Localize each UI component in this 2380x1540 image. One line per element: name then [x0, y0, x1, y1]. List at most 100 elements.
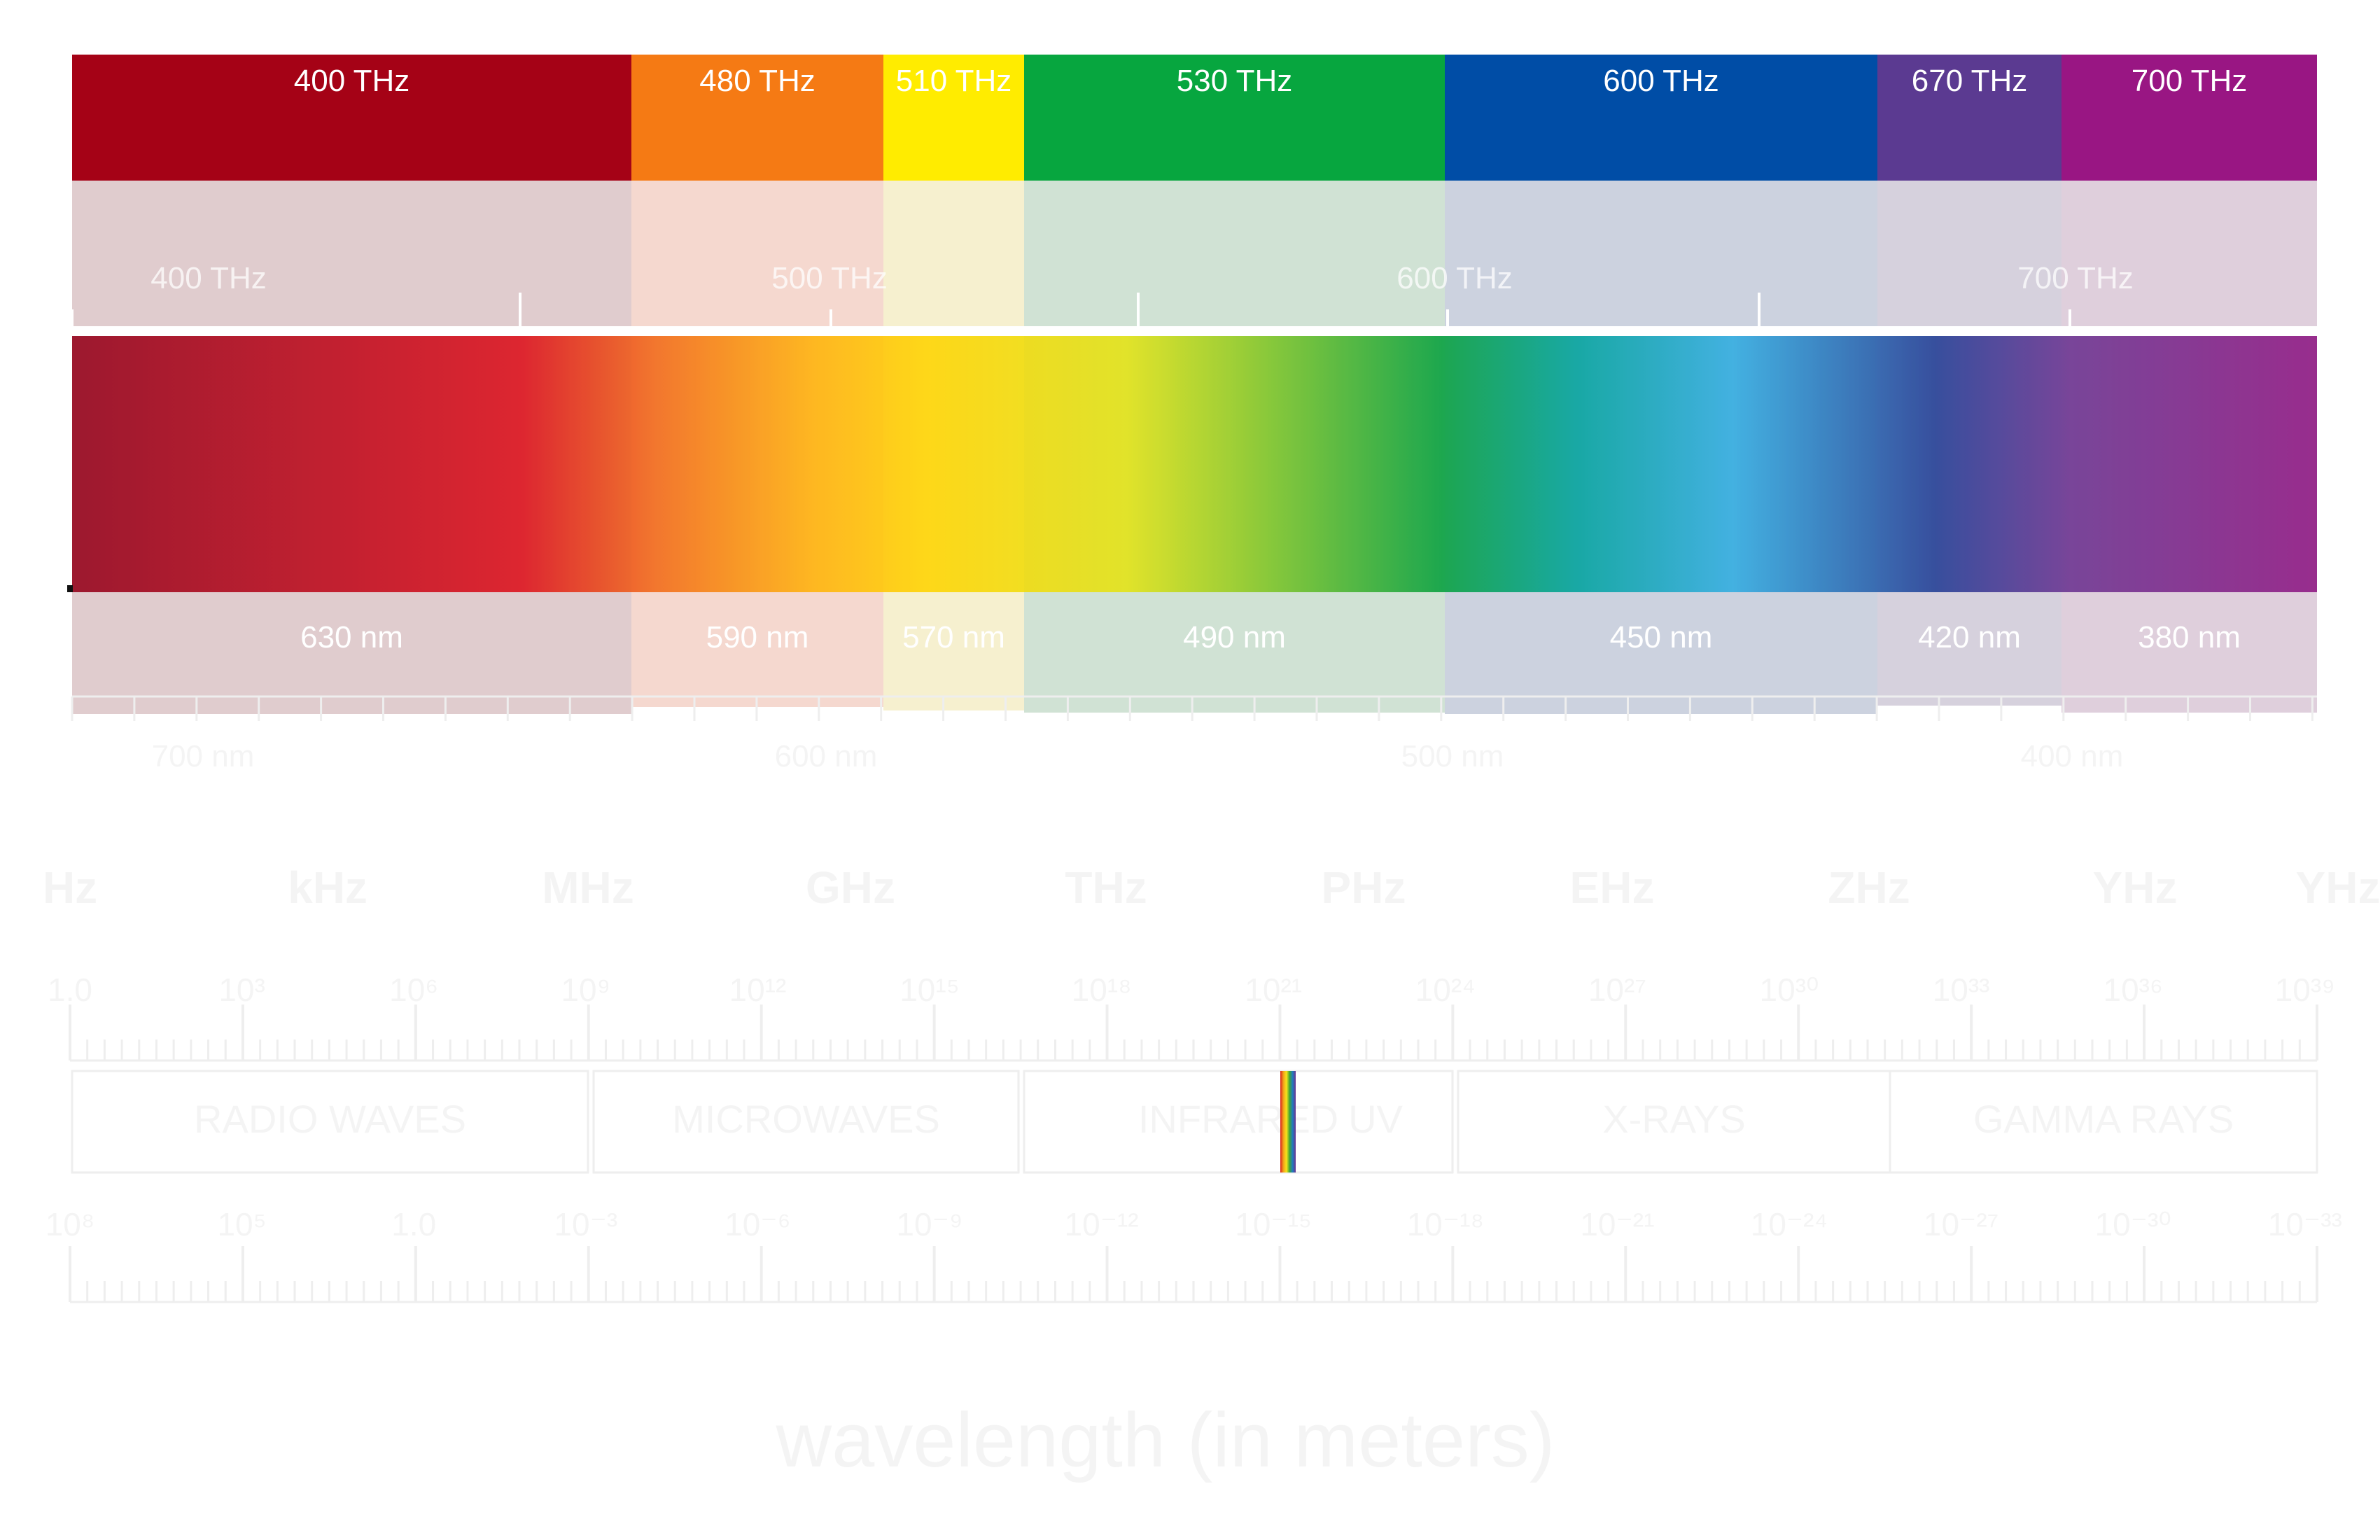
- spectrum-unit-label: PHz: [1322, 862, 1406, 913]
- spectrum-region-box: [592, 1070, 1020, 1174]
- band-tint-yellow: [883, 181, 1024, 329]
- spectrum-wash-yellow: [883, 336, 1024, 592]
- visible-spectrum-gradient-bar: [72, 336, 2317, 592]
- spectrum-region-label: X-RAYS: [1602, 1097, 1745, 1141]
- band-wavelength-cell-indigo: [1877, 592, 2062, 706]
- frequency-exponent-label: 10⁶: [389, 972, 438, 1008]
- frequency-scale: 400 THz 500 THz 600 THz 700 THz: [71, 261, 2317, 335]
- wavelength-exponent-label: 10⁻³³: [2268, 1206, 2342, 1242]
- wavelength-exponent-label: 10⁵: [217, 1206, 266, 1242]
- wavelength-exponent-label: 10⁻³⁰: [2095, 1206, 2171, 1242]
- spectrum-region-box: [1889, 1070, 2318, 1174]
- spectrum-region-label: GAMMA RAYS: [1973, 1097, 2234, 1141]
- wavelength-scale-label: 600 nm: [775, 739, 878, 774]
- band-swatch-yellow: [883, 55, 1024, 181]
- frequency-exponent-label: 10³: [218, 972, 265, 1008]
- wavelength-scale-label: 500 nm: [1401, 739, 1504, 774]
- band-tint-row: [72, 181, 2317, 329]
- spectrum-unit-label: GHz: [806, 862, 895, 913]
- spectrum-tint-overlays: [72, 336, 2317, 592]
- wavelength-exponent-label: 10⁻²¹: [1580, 1206, 1654, 1242]
- spectrum-wash-red: [72, 336, 631, 592]
- band-wavelength-cell-orange: [631, 592, 883, 707]
- band-wavelength-green: 490 nm: [1183, 620, 1286, 654]
- spectrum-region-row: RADIO WAVES MICROWAVES INFRARED UV X-RAYS GAM…: [71, 1070, 2318, 1174]
- spectrum-unit-label: ZHz: [1828, 862, 1910, 913]
- frequency-exponent-label: 10¹⁸: [1072, 972, 1132, 1008]
- band-frequency-yellow: 510 THz: [896, 64, 1012, 98]
- frequency-exponent-label: 10¹²: [729, 972, 786, 1008]
- frequency-exponent-row: 1.0 10³ 10⁶ 10⁹ 10¹² 10¹⁵ 10¹⁸ 10²¹ 10²⁴ 10²⁷ 10³⁰…: [48, 972, 2335, 1008]
- band-frequency-green: 530 THz: [1177, 64, 1293, 98]
- spectrum-unit-label: YHz: [2093, 862, 2178, 913]
- wavelength-exponent-label: 10⁻¹⁵: [1235, 1206, 1312, 1242]
- frequency-scale-label: 500 THz: [771, 261, 888, 295]
- wavelength-exponent-label: 10⁻²⁷: [1924, 1206, 1998, 1242]
- frequency-exponent-label: 10³⁶: [2103, 972, 2162, 1008]
- spectrum-wash-blue: [1445, 336, 1877, 592]
- band-frequency-violet: 700 THz: [2132, 64, 2248, 98]
- lower-tick-ruler: [69, 1246, 2318, 1303]
- wavelength-exponent-label: 10⁻⁹: [896, 1206, 962, 1242]
- spectrum-wash-violet: [2062, 336, 2317, 592]
- frequency-scale-label: 700 THz: [2017, 261, 2134, 295]
- band-wavelength-cell-blue: [1445, 592, 1877, 714]
- spectrum-wash-green: [1024, 336, 1445, 592]
- spectrum-region-box: [1023, 1070, 1454, 1174]
- band-wavelength-cell-green: [1024, 592, 1445, 713]
- spectrum-unit-label: MHz: [542, 862, 634, 913]
- band-wavelength-yellow: 570 nm: [902, 620, 1005, 654]
- wavelength-exponent-label: 10⁻⁶: [724, 1206, 790, 1242]
- spectrum-unit-label: kHz: [288, 862, 368, 913]
- band-tint-green: [1024, 181, 1445, 329]
- band-wavelength-red: 630 nm: [300, 620, 403, 654]
- wavelength-exponent-row: 10⁸ 10⁵ 1.0 10⁻³ 10⁻⁶ 10⁻⁹ 10⁻¹² 10⁻¹⁵ 10⁻¹⁸ 10⁻²…: [46, 1206, 2342, 1242]
- band-tint-violet: [2062, 181, 2317, 329]
- frequency-exponent-label: 10²¹: [1245, 972, 1302, 1008]
- spectrum-region-label: MICROWAVES: [672, 1097, 940, 1141]
- band-frequency-orange: 480 THz: [699, 64, 816, 98]
- band-tint-orange: [631, 181, 883, 329]
- wavelength-scale-label: 400 nm: [2021, 739, 2124, 774]
- upper-tick-ruler: [69, 1004, 2318, 1062]
- wavelength-exponent-label: 10⁻²⁴: [1751, 1206, 1828, 1242]
- frequency-exponent-label: 10³³: [1933, 972, 1990, 1008]
- wavelength-exponent-label: 1.0: [391, 1206, 436, 1242]
- frequency-scale-label: 400 THz: [150, 261, 267, 295]
- spectrum-region-box: [71, 1070, 589, 1174]
- visible-light-marker: [1280, 1071, 1296, 1172]
- wavelength-band-row: 630 nm 590 nm 570 nm 490 nm 450 nm 420 nm 380 …: [72, 592, 2317, 714]
- band-wavelength-cell-violet: [2062, 592, 2317, 713]
- frequency-band-row: 400 THz 480 THz 510 THz 530 THz 600 THz 670 T…: [72, 55, 2317, 181]
- band-swatch-red: [72, 55, 631, 181]
- band-frequency-red: 400 THz: [294, 64, 410, 98]
- band-tint-red: [72, 181, 631, 329]
- band-swatch-orange: [631, 55, 883, 181]
- band-swatch-blue: [1445, 55, 1877, 181]
- spectrum-unit-label: EHz: [1570, 862, 1655, 913]
- band-swatch-green: [1024, 55, 1445, 181]
- band-frequency-blue: 600 THz: [1603, 64, 1719, 98]
- band-frequency-indigo: 670 THz: [1912, 64, 2028, 98]
- spectrum-unit-label: THz: [1065, 862, 1147, 913]
- spectrum-unit-label: Hz: [43, 862, 97, 913]
- frequency-exponent-label: 10³⁰: [1760, 972, 1819, 1008]
- spectrum-wash-orange: [631, 336, 883, 592]
- band-swatch-violet: [2062, 55, 2317, 181]
- frequency-exponent-label: 10²⁷: [1588, 972, 1646, 1008]
- frequency-scale-label: 600 THz: [1396, 261, 1513, 295]
- band-wavelength-orange: 590 nm: [706, 620, 809, 654]
- frequency-exponent-label: 10⁹: [561, 972, 610, 1008]
- band-wavelength-cell-yellow: [883, 592, 1024, 710]
- frequency-scale-baseline: [72, 326, 2317, 335]
- wavelength-exponent-label: 10⁸: [46, 1206, 95, 1242]
- band-tint-indigo: [1877, 181, 2062, 329]
- band-wavelength-cell-red: [72, 592, 631, 714]
- band-tint-blue: [1445, 181, 1877, 329]
- frequency-exponent-label: 10²⁴: [1415, 972, 1476, 1008]
- spectrum-region-label: INFRARED: [1138, 1097, 1338, 1141]
- band-swatch-indigo: [1877, 55, 2062, 181]
- spectrum-region-label: UV: [1348, 1097, 1403, 1141]
- band-wavelength-blue: 450 nm: [1610, 620, 1713, 654]
